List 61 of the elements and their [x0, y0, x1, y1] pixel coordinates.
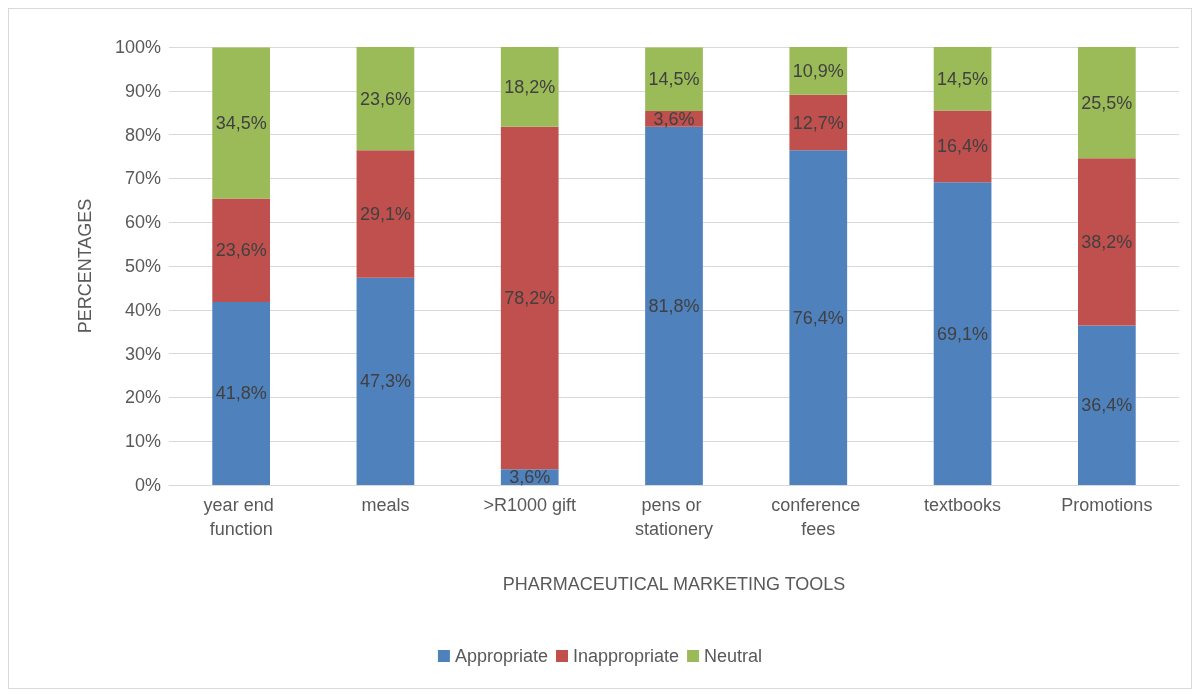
y-tick-label: 50% — [124, 256, 161, 276]
y-tick-label: 100% — [114, 37, 161, 57]
x-tick-label: >R1000 gift — [483, 495, 576, 515]
bar — [933, 47, 992, 111]
data-label: 23,6% — [215, 240, 267, 261]
bar — [1078, 158, 1136, 326]
bar — [645, 47, 703, 111]
data-label: 14,5% — [937, 68, 989, 89]
x-tick-label: conference fees — [771, 495, 866, 539]
x-tick-label: Promotions — [1061, 495, 1153, 515]
data-label: 81,8% — [648, 295, 700, 316]
y-tick-label: 10% — [124, 431, 161, 452]
data-label: 36,4% — [1081, 395, 1133, 416]
data-label: 14,5% — [648, 69, 700, 90]
data-label: 18,2% — [504, 76, 556, 97]
data-label: 3,6% — [509, 467, 551, 488]
x-tick-label: year end function — [203, 495, 279, 539]
bar — [789, 94, 848, 151]
data-label: 12,7% — [792, 112, 844, 133]
x-axis-title: PHARMACEUTICAL MARKETING TOOLS — [502, 574, 846, 594]
legend-label: Appropriate — [454, 646, 548, 666]
y-tick-label: 30% — [124, 343, 161, 364]
data-label: 16,4% — [937, 136, 989, 157]
bar — [500, 126, 559, 470]
data-label: 76,4% — [792, 307, 844, 328]
bar — [356, 150, 415, 278]
bar — [789, 150, 848, 485]
y-tick-label: 0% — [134, 475, 161, 495]
bar — [1078, 325, 1136, 485]
data-label: 34,5% — [215, 112, 267, 133]
bar — [933, 182, 992, 485]
legend-label: Inappropriate — [572, 646, 680, 666]
legend-label: Neutral — [704, 646, 763, 666]
data-label: 47,3% — [359, 371, 411, 392]
y-tick-label: 40% — [124, 299, 161, 320]
y-tick-label: 60% — [124, 212, 161, 233]
bar — [500, 47, 559, 127]
bar — [356, 47, 415, 151]
data-label: 29,1% — [359, 204, 411, 225]
y-tick-label: 20% — [124, 387, 161, 408]
y-tick-label: 90% — [124, 80, 161, 101]
bar — [645, 126, 703, 485]
x-tick-label: pens or stationery — [634, 495, 714, 539]
data-label: 23,6% — [359, 88, 411, 109]
bar — [356, 277, 415, 485]
y-tick-label: 80% — [124, 124, 161, 145]
y-axis-title: PERCENTAGES — [75, 198, 95, 334]
x-tick-label: meals — [361, 495, 410, 515]
y-tick-label: 70% — [124, 168, 161, 189]
data-label: 25,5% — [1081, 92, 1133, 113]
x-tick-label: textbooks — [924, 495, 1002, 515]
bar — [212, 198, 270, 302]
data-label: 10,9% — [792, 60, 844, 81]
data-label: 69,1% — [937, 323, 989, 344]
bar — [212, 47, 270, 199]
bar — [212, 301, 270, 485]
data-label: 78,2% — [504, 287, 556, 308]
data-label: 3,6% — [653, 108, 695, 129]
data-label: 38,2% — [1081, 231, 1133, 252]
bar — [1078, 47, 1136, 159]
data-label: 41,8% — [215, 383, 267, 404]
